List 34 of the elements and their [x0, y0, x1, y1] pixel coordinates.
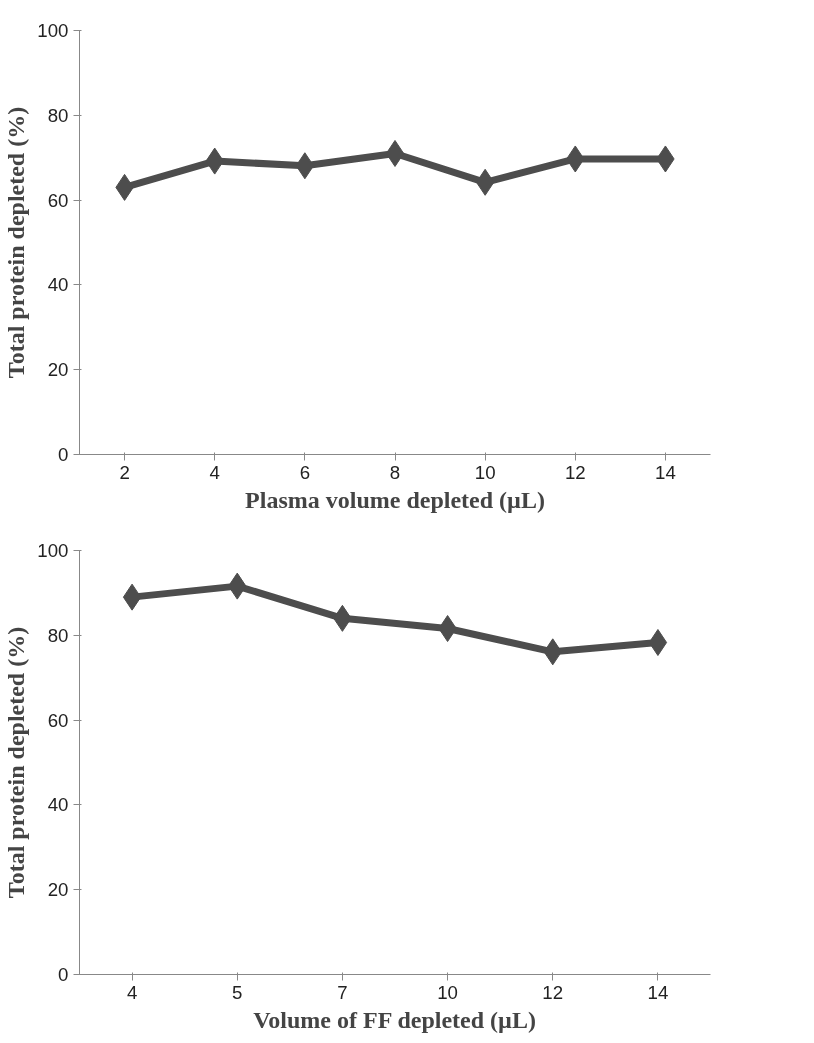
- y-tick-label: 80: [47, 104, 69, 126]
- x-axis-title: Plasma volume depleted (µL): [245, 486, 545, 513]
- y-tick-label: 80: [47, 624, 69, 646]
- point: [122, 583, 142, 611]
- point: [385, 139, 405, 167]
- x-tick-label: 12: [564, 461, 586, 483]
- y-tick-label: 20: [47, 359, 69, 381]
- x-tick-label: 10: [437, 981, 458, 1003]
- x-tick-label: 4: [126, 981, 138, 1003]
- x-tick-label: 12: [542, 981, 564, 1003]
- point: [475, 168, 495, 196]
- x-tick-label: 6: [299, 461, 311, 483]
- x-tick-label: 8: [389, 461, 401, 483]
- x-axis-title: Volume of FF depleted (µL): [253, 1006, 536, 1033]
- x-tick-label: 7: [337, 981, 348, 1003]
- point: [295, 152, 315, 180]
- y-tick-label: 0: [58, 964, 69, 985]
- x-tick-label: 14: [647, 981, 669, 1003]
- y-tick-label: 60: [47, 709, 69, 731]
- x-tick-label: 14: [655, 461, 676, 483]
- y-tick-label: 40: [47, 274, 69, 296]
- x-tick-label: 5: [232, 981, 243, 1003]
- y-tick-label: 40: [47, 794, 69, 816]
- x-tick-label: 4: [209, 461, 220, 483]
- y-axis-title: Total protein depleted (%): [3, 626, 30, 899]
- y-axis-title: Total protein depleted (%): [3, 106, 30, 379]
- x-tick-label: 10: [474, 461, 496, 483]
- point: [648, 629, 668, 657]
- y-tick-label: 100: [37, 20, 69, 41]
- y-tick-label: 20: [47, 879, 69, 901]
- y-tick-label: 100: [37, 540, 69, 561]
- x-tick-label: 2: [119, 461, 130, 483]
- y-tick-label: 0: [58, 444, 69, 465]
- y-tick-label: 60: [47, 189, 69, 211]
